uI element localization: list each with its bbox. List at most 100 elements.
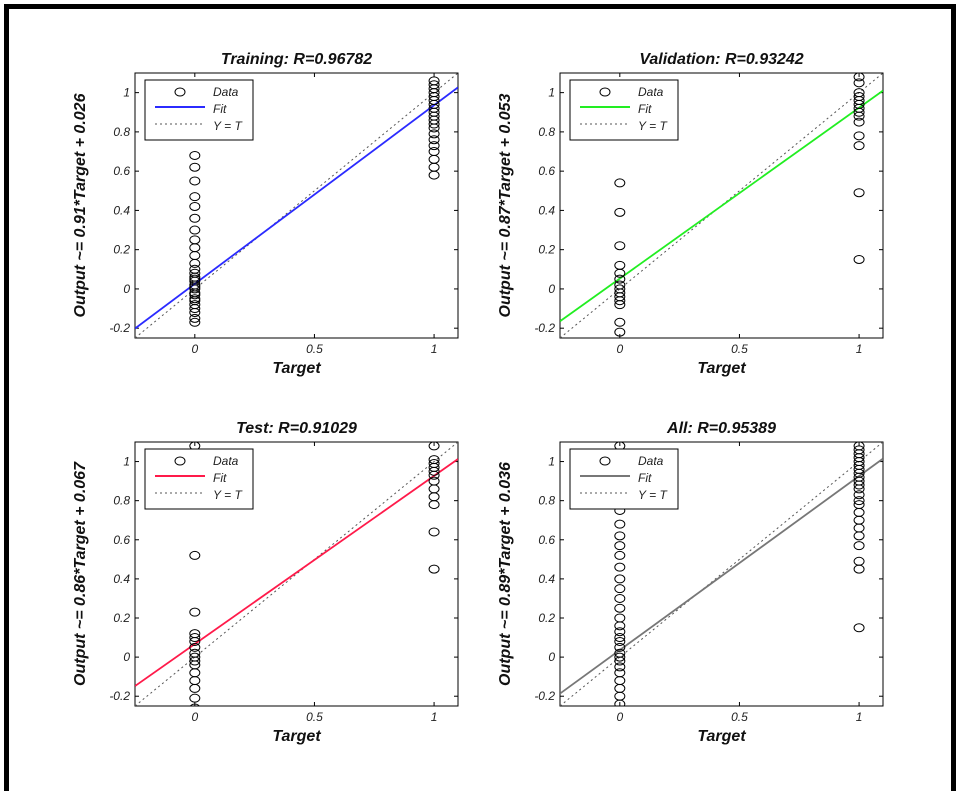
- data-point: [428, 455, 440, 465]
- fit-line: [560, 89, 883, 322]
- data-point: [189, 633, 201, 643]
- fit-line: [135, 86, 458, 330]
- legend-entry: Fit: [638, 102, 652, 116]
- data-point: [189, 313, 201, 323]
- data-point: [614, 274, 626, 284]
- legend: Data Fit Y = T: [144, 448, 254, 510]
- data-point: [614, 317, 626, 327]
- legend: Data Fit Y = T: [569, 79, 679, 141]
- x-tick-label: 0.5: [731, 710, 748, 724]
- plot-content: [135, 73, 458, 338]
- data-point: [189, 274, 201, 284]
- data-point: [189, 162, 201, 172]
- data-point: [428, 459, 440, 469]
- y-tick-label: 0.2: [538, 243, 555, 257]
- subplot-3: Test: R=0.91029 0 0.5 1 -0.2 0 0.2 0.4 0.6 0.8 1 Ta…: [72, 420, 459, 745]
- x-tick-label: 0: [616, 710, 623, 724]
- x-tick-label: 0.5: [306, 342, 323, 356]
- data-point: [614, 241, 626, 251]
- data-point: [428, 442, 440, 451]
- legend-entry: Y = T: [213, 119, 243, 133]
- y-tick-label: 0.2: [113, 243, 130, 257]
- data-point: [428, 135, 440, 145]
- data-point: [189, 652, 201, 662]
- subplot-4: All: R=0.95389 0 0.5 1 -0.2 0 0.2 0.4 0.6 0.8 1 Tar…: [497, 420, 884, 745]
- data-point: [614, 327, 626, 337]
- x-tick-label: 1: [431, 710, 438, 724]
- data-point: [428, 476, 440, 486]
- legend: Data Fit Y = T: [144, 79, 254, 141]
- y-tick-label: -0.2: [534, 321, 555, 335]
- data-point: [189, 268, 201, 278]
- y-tick-label: -0.2: [109, 689, 130, 703]
- data-point: [189, 642, 201, 652]
- x-axis-label: Target: [272, 360, 321, 377]
- data-point: [614, 633, 626, 643]
- legend-box: [144, 79, 254, 141]
- y-axis-label: Output ~= 0.87*Target + 0.053: [497, 93, 514, 317]
- y-tick-label: 0.6: [113, 164, 130, 178]
- data-point: [614, 280, 626, 290]
- data-point: [614, 593, 626, 603]
- legend-marker-data: [599, 87, 611, 97]
- y-tick-label: 0.4: [113, 203, 130, 217]
- data-point: [189, 264, 201, 274]
- y-tick-label: 0.4: [538, 203, 555, 217]
- plot-content: [560, 442, 883, 706]
- y-tick-label: 1: [548, 455, 555, 469]
- data-point: [428, 147, 440, 157]
- data-point: [614, 519, 626, 529]
- y-tick-label: 0: [548, 650, 555, 664]
- data-point: [614, 284, 626, 294]
- data-point: [189, 294, 201, 304]
- data-point: [189, 550, 201, 560]
- data-point: [189, 213, 201, 223]
- legend-entry: Fit: [638, 471, 652, 485]
- x-tick-label: 1: [856, 342, 863, 356]
- data-point: [614, 584, 626, 594]
- data-point: [428, 141, 440, 151]
- legend: Data Fit Y = T: [569, 448, 679, 510]
- plot-content: [560, 73, 883, 338]
- y-tick-label: 0.6: [113, 533, 130, 547]
- y-tick-label: 0: [548, 282, 555, 296]
- data-point: [853, 78, 865, 88]
- data-point: [189, 192, 201, 202]
- chart-title: Training: R=0.96782: [221, 51, 372, 68]
- data-point: [853, 117, 865, 127]
- y-tick-label: -0.2: [534, 689, 555, 703]
- legend-entry: Y = T: [638, 119, 668, 133]
- data-point: [853, 88, 865, 98]
- x-tick-label: 0: [191, 342, 198, 356]
- data-point: [189, 607, 201, 617]
- data-point: [189, 648, 201, 658]
- data-point: [853, 131, 865, 141]
- data-point: [853, 141, 865, 151]
- y-tick-label: 1: [123, 86, 130, 100]
- y-tick-label: 0.2: [538, 611, 555, 625]
- x-axis-label: Target: [697, 360, 746, 377]
- data-point: [614, 662, 626, 672]
- data-point: [853, 445, 865, 455]
- data-point: [189, 150, 201, 160]
- data-point: [614, 627, 626, 637]
- x-axis-label: Target: [272, 728, 321, 745]
- data-point: [614, 642, 626, 652]
- data-point: [614, 652, 626, 662]
- y-axis-label: Output ~= 0.91*Target + 0.026: [72, 93, 89, 317]
- chart-title: All: R=0.95389: [666, 420, 776, 437]
- x-tick-label: 0: [191, 710, 198, 724]
- data-point: [189, 201, 201, 211]
- data-point: [614, 613, 626, 623]
- legend-box: [144, 448, 254, 510]
- data-point: [614, 260, 626, 270]
- legend-entry: Data: [638, 454, 664, 468]
- y-tick-label: 0.8: [538, 494, 555, 508]
- data-point: [614, 603, 626, 613]
- legend-entry: Y = T: [638, 488, 668, 502]
- data-point: [428, 129, 440, 139]
- data-point: [853, 73, 865, 82]
- legend-marker-data: [174, 456, 186, 466]
- legend-entry: Data: [213, 85, 239, 99]
